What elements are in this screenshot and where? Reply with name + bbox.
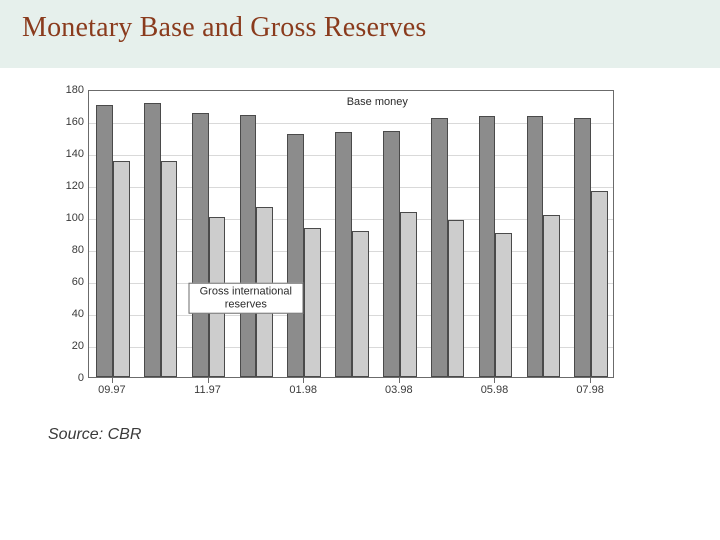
y-tick-label: 100 bbox=[50, 212, 84, 224]
x-tick bbox=[590, 378, 591, 383]
bar-base-money bbox=[431, 118, 448, 377]
bar-base-money bbox=[574, 118, 591, 377]
x-tick bbox=[112, 378, 113, 383]
y-tick-label: 60 bbox=[50, 276, 84, 288]
legend-gross-reserves: Gross internationalreserves bbox=[188, 283, 303, 314]
source-caption: Source: CBR bbox=[48, 426, 141, 444]
x-tick-label: 09.97 bbox=[98, 384, 126, 396]
slide: Monetary Base and Gross Reserves 0 20 40 60… bbox=[0, 0, 720, 540]
x-tick bbox=[303, 378, 304, 383]
y-tick-label: 180 bbox=[50, 84, 84, 96]
x-tick-label: 03.98 bbox=[385, 384, 413, 396]
y-tick-label: 140 bbox=[50, 148, 84, 160]
y-tick-label: 20 bbox=[50, 340, 84, 352]
bar-base-money bbox=[383, 131, 400, 377]
bar-gross-reserves bbox=[304, 228, 321, 377]
bar-base-money bbox=[240, 115, 257, 377]
y-tick-label: 120 bbox=[50, 180, 84, 192]
bar-base-money bbox=[96, 105, 113, 377]
series-label-base-money: Base money bbox=[347, 96, 408, 108]
x-tick-label: 07.98 bbox=[576, 384, 604, 396]
y-tick-label: 80 bbox=[50, 244, 84, 256]
x-tick-label: 01.98 bbox=[289, 384, 317, 396]
bar-base-money bbox=[335, 132, 352, 377]
bar-gross-reserves bbox=[448, 220, 465, 377]
bar-gross-reserves bbox=[352, 231, 369, 377]
bar-base-money bbox=[527, 116, 544, 377]
y-tick-label: 0 bbox=[50, 372, 84, 384]
y-tick-label: 160 bbox=[50, 116, 84, 128]
x-tick-label: 11.97 bbox=[194, 384, 221, 396]
x-tick bbox=[494, 378, 495, 383]
x-tick-label: 05.98 bbox=[481, 384, 509, 396]
x-tick bbox=[399, 378, 400, 383]
bar-gross-reserves bbox=[495, 233, 512, 377]
bar-base-money bbox=[144, 103, 161, 377]
bar-base-money bbox=[192, 113, 209, 377]
page-title: Monetary Base and Gross Reserves bbox=[22, 12, 427, 43]
chart-container: 0 20 40 60 80 100 120 140 160 180 09.97 11.97 01.98 0… bbox=[48, 86, 618, 416]
y-tick-label: 40 bbox=[50, 308, 84, 320]
bar-gross-reserves bbox=[400, 212, 417, 377]
title-band: Monetary Base and Gross Reserves bbox=[0, 0, 720, 68]
x-tick bbox=[208, 378, 209, 383]
bar-gross-reserves bbox=[591, 191, 608, 377]
bar-gross-reserves bbox=[543, 215, 560, 377]
bar-base-money bbox=[479, 116, 496, 377]
bar-base-money bbox=[287, 134, 304, 377]
chart-plot bbox=[88, 90, 614, 378]
bar-gross-reserves bbox=[161, 161, 178, 377]
bar-gross-reserves bbox=[113, 161, 130, 377]
